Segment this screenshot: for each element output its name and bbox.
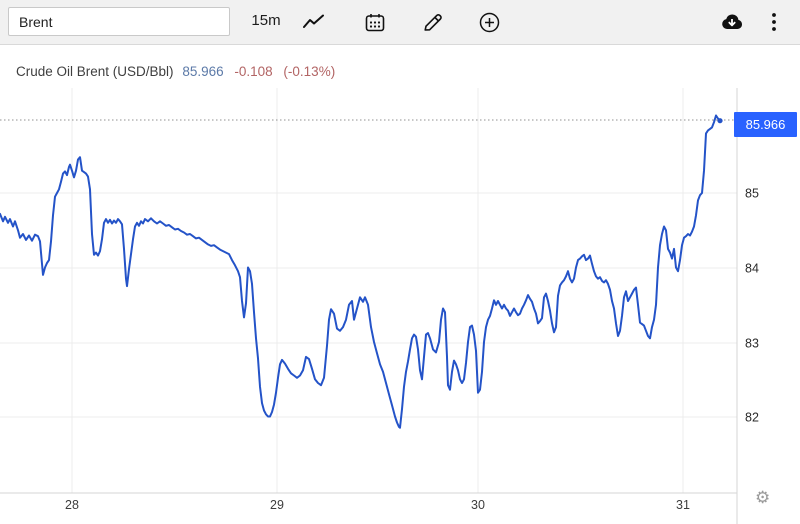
symbol-input[interactable] [8,7,230,36]
price-line-series [0,114,721,429]
settings-gear-icon[interactable]: ⚙ [755,488,771,507]
date-label: 28 [65,498,79,512]
calendar-button[interactable] [361,9,389,35]
current-price-badge: 85.966 [734,112,797,137]
price-tick-label: 82 [745,411,759,425]
date-label: 29 [270,498,284,512]
toolbar: 15m [0,0,800,45]
price-tick-label: 85 [745,187,759,201]
date-label: 31 [676,498,690,512]
calendar-icon [365,13,385,31]
compare-add-button[interactable] [475,9,503,35]
date-label: 30 [471,498,485,512]
kebab-menu-icon [772,13,776,31]
pencil-icon [424,13,442,31]
price-tick-label: 83 [745,337,759,351]
price-change-percent: (-0.13%) [283,64,336,79]
last-price-dot [717,118,723,124]
save-image-button[interactable] [718,9,746,35]
cloud-download-icon [722,13,743,29]
plus-circle-icon [479,12,499,32]
last-price: 85.966 [182,64,224,79]
draw-button[interactable] [420,9,448,35]
more-menu-button[interactable] [760,9,788,35]
line-chart-icon [303,14,324,28]
legend: Crude Oil Brent (USD/Bbl) 85.966 -0.108 … [16,64,335,79]
chart-type-button[interactable] [300,9,328,35]
instrument-name: Crude Oil Brent (USD/Bbl) [16,64,174,79]
price-tick-label: 84 [745,262,759,276]
interval-button[interactable]: 15m [251,12,281,29]
price-change: -0.108 [234,64,273,79]
